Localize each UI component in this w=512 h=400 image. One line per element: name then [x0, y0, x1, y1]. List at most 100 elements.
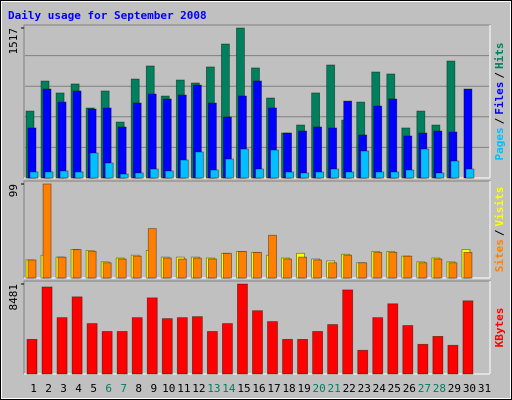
bar	[164, 170, 174, 179]
bar	[388, 98, 398, 179]
x-tick-label: 22	[343, 382, 356, 395]
x-tick-label: 31	[478, 382, 491, 395]
bar	[149, 168, 159, 179]
bar	[72, 90, 82, 179]
x-tick-label: 23	[358, 382, 371, 395]
legend-separator: /	[493, 117, 506, 124]
bar	[345, 171, 355, 179]
x-tick-label: 6	[105, 382, 112, 395]
x-tick-label: 13	[207, 382, 220, 395]
bar	[297, 338, 308, 375]
bar	[358, 262, 368, 279]
bar	[132, 102, 142, 179]
bar	[237, 283, 248, 375]
bar	[435, 172, 445, 179]
bar	[253, 80, 262, 179]
bar	[253, 251, 262, 279]
legend: Pages / Files / Hits	[493, 43, 506, 161]
bar	[238, 251, 247, 279]
x-tick-label: 8	[135, 382, 142, 395]
bar	[313, 259, 323, 279]
y-tick-label: 1517	[7, 28, 20, 55]
bar	[330, 168, 340, 179]
bar	[223, 252, 232, 279]
bar	[117, 258, 127, 279]
x-tick-label: 9	[150, 382, 157, 395]
bar	[463, 88, 473, 179]
bar	[403, 255, 413, 279]
x-tick-label: 27	[418, 382, 431, 395]
bar	[405, 169, 415, 179]
bar	[176, 317, 188, 375]
bar	[375, 171, 385, 179]
x-tick-label: 26	[403, 382, 416, 395]
bar	[162, 98, 172, 179]
bar	[29, 171, 39, 179]
bar	[59, 170, 69, 179]
x-tick-label: 12	[192, 382, 205, 395]
bar	[41, 286, 53, 375]
bar	[283, 132, 292, 179]
x-tick-label: 5	[90, 382, 97, 395]
bar	[87, 251, 97, 279]
bar	[267, 321, 278, 375]
bar	[132, 255, 142, 279]
bar	[147, 228, 157, 279]
bar	[465, 168, 475, 179]
bar	[390, 171, 400, 179]
chart-title: Daily usage for September 2008	[8, 9, 207, 22]
bar	[270, 149, 279, 179]
bar	[283, 258, 292, 279]
bar	[388, 251, 398, 279]
legend: Sites / Visits	[493, 187, 506, 273]
bar	[147, 93, 157, 179]
legend-entry: KBytes	[493, 308, 506, 348]
bar	[162, 257, 172, 279]
legend-separator: /	[493, 229, 506, 236]
bar	[285, 171, 294, 179]
bar	[117, 126, 127, 179]
bar	[387, 303, 399, 375]
x-tick-label: 29	[448, 382, 461, 395]
bar	[57, 256, 67, 279]
x-tick-label: 25	[388, 382, 401, 395]
bar	[207, 258, 217, 279]
bar	[298, 256, 307, 279]
x-tick-label: 14	[222, 382, 236, 395]
legend-entry: Files	[493, 82, 506, 115]
bar	[268, 234, 277, 279]
x-tick-label: 7	[120, 382, 127, 395]
bar	[192, 257, 202, 279]
x-tick-label: 10	[162, 382, 175, 395]
bar	[89, 152, 99, 179]
bar	[27, 127, 37, 179]
x-tick-label: 17	[267, 382, 280, 395]
bar	[462, 300, 474, 375]
bar	[222, 323, 233, 375]
bar	[432, 336, 444, 375]
x-tick-label: 28	[433, 382, 446, 395]
bar	[300, 172, 309, 179]
bar	[255, 168, 264, 179]
bar	[44, 171, 54, 179]
bar	[71, 296, 83, 375]
bar	[134, 172, 144, 179]
x-tick-label: 3	[60, 382, 67, 395]
legend-entry: Hits	[493, 43, 506, 70]
bar	[420, 148, 430, 179]
bar	[315, 171, 325, 179]
bar	[102, 262, 112, 279]
bar	[447, 344, 459, 375]
bar	[131, 317, 143, 375]
bar	[57, 101, 67, 179]
legend-entry: Sites	[493, 239, 506, 272]
x-tick-label: 20	[313, 382, 326, 395]
bar	[328, 262, 338, 279]
bar	[313, 126, 323, 179]
bar	[372, 317, 384, 375]
x-tick-label: 18	[282, 382, 295, 395]
legend: KBytes	[493, 308, 506, 348]
legend-entry: Visits	[493, 187, 506, 227]
